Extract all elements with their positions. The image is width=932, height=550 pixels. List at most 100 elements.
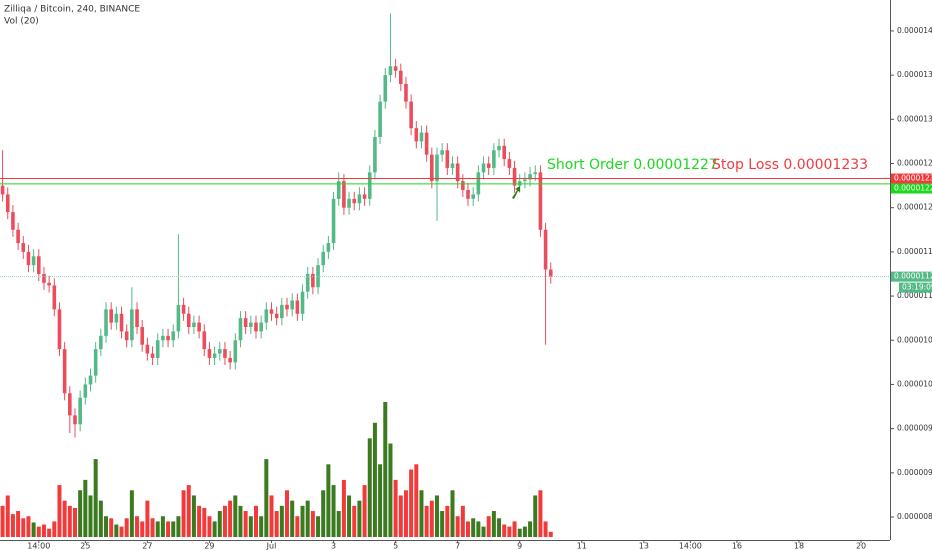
volume-bar — [181, 490, 186, 537]
y-tick-label: 0.00001350 — [897, 70, 932, 79]
candle-body — [223, 349, 227, 358]
candle-body — [409, 101, 413, 129]
volume-bar — [471, 518, 476, 537]
last-price-label: 0.00001122 — [894, 272, 932, 281]
x-tick-label: 7 — [455, 542, 460, 550]
volume-bar — [83, 479, 88, 537]
x-tick-label: 14:00 — [27, 542, 50, 550]
volume-bar — [78, 490, 83, 537]
volume-bar — [52, 521, 57, 537]
candle-body — [486, 163, 491, 168]
volume-bar — [383, 402, 388, 537]
candle-body — [373, 136, 377, 173]
candle-body — [135, 309, 139, 328]
candle-body — [398, 70, 403, 84]
countdown-label: 03:19:09 — [902, 283, 932, 292]
volume-bar — [378, 464, 383, 537]
volume-bar — [36, 526, 41, 537]
volume-bar — [5, 495, 10, 537]
volume-bar — [486, 516, 491, 537]
candle-body — [176, 304, 181, 332]
volume-bar — [398, 495, 403, 537]
x-tick-label: 27 — [142, 542, 152, 550]
candle-body — [181, 304, 186, 314]
volume-bar — [104, 516, 109, 537]
x-tick-label: 18 — [794, 542, 804, 550]
volume-bar — [10, 514, 15, 537]
candle-body — [362, 194, 367, 199]
candle-body — [140, 327, 145, 345]
volume-bar — [372, 422, 377, 537]
annotation: Short Order 0.00001227 — [547, 157, 718, 173]
volume-bar — [16, 511, 21, 537]
volume-bar — [362, 485, 367, 537]
y-tick-label: 0.00000900 — [897, 468, 932, 477]
volume-bar — [476, 521, 481, 537]
price-label-box — [891, 183, 932, 194]
volume-bar — [429, 500, 434, 537]
volume-bar — [347, 495, 352, 537]
candle-body — [264, 309, 269, 323]
candle-body — [543, 229, 548, 270]
volume-bar — [481, 526, 486, 537]
volume-bar — [279, 505, 284, 537]
candle-body — [424, 132, 429, 155]
volume-bar — [321, 490, 326, 537]
candle-body — [393, 66, 398, 71]
arrow-icon — [512, 186, 520, 199]
x-tick-label: 3 — [331, 542, 336, 550]
volume-bar — [140, 521, 145, 537]
candle-body — [285, 304, 289, 310]
volume-bar — [26, 516, 31, 537]
candle-body — [336, 181, 341, 199]
candle-body — [450, 163, 455, 168]
y-tick-label: 0.00001000 — [897, 379, 932, 388]
volume-bar — [393, 479, 398, 537]
candle-body — [419, 132, 424, 142]
candle-body — [269, 309, 274, 314]
candle-body — [243, 318, 248, 328]
volume-bar — [434, 495, 439, 537]
candle-body — [497, 145, 501, 151]
volume-bar — [62, 500, 67, 537]
plot — [0, 13, 890, 537]
candle-body — [228, 357, 232, 363]
volume-bar — [41, 524, 46, 537]
volume-bar — [310, 511, 315, 537]
candle-body — [78, 397, 82, 425]
volume-bar — [171, 521, 176, 537]
volume-bar — [528, 521, 533, 537]
candle-body — [259, 322, 263, 332]
candle-body — [342, 181, 346, 208]
volume-bar — [202, 507, 207, 537]
volume-bar — [305, 500, 310, 537]
candle-body — [507, 159, 512, 168]
volume-bar — [259, 516, 264, 537]
volume-bar — [207, 516, 212, 537]
candle-body — [26, 251, 31, 266]
candle-body — [11, 212, 15, 230]
candle-body — [388, 66, 393, 76]
candle-body — [31, 256, 36, 266]
volume-bar — [419, 490, 424, 537]
candle-body — [47, 282, 51, 286]
volume-bar — [517, 528, 522, 537]
candle-body — [114, 313, 119, 323]
annotation: Stop Loss 0.00001233 — [712, 157, 868, 173]
volume-bar — [228, 500, 233, 537]
volume-bar — [538, 490, 543, 537]
volume-bar — [367, 438, 372, 537]
volume-bar — [543, 521, 548, 537]
volume-bar — [155, 521, 160, 537]
volume-bar — [212, 521, 217, 537]
volume-bar — [98, 500, 103, 537]
candle-body — [481, 163, 486, 173]
volume-bar — [445, 505, 450, 537]
volume-bar — [57, 485, 62, 537]
candle-body — [202, 331, 207, 350]
volume-bar — [109, 518, 114, 537]
volume-bar — [0, 505, 5, 537]
candle-body — [533, 172, 538, 175]
volume-bar — [512, 521, 517, 537]
